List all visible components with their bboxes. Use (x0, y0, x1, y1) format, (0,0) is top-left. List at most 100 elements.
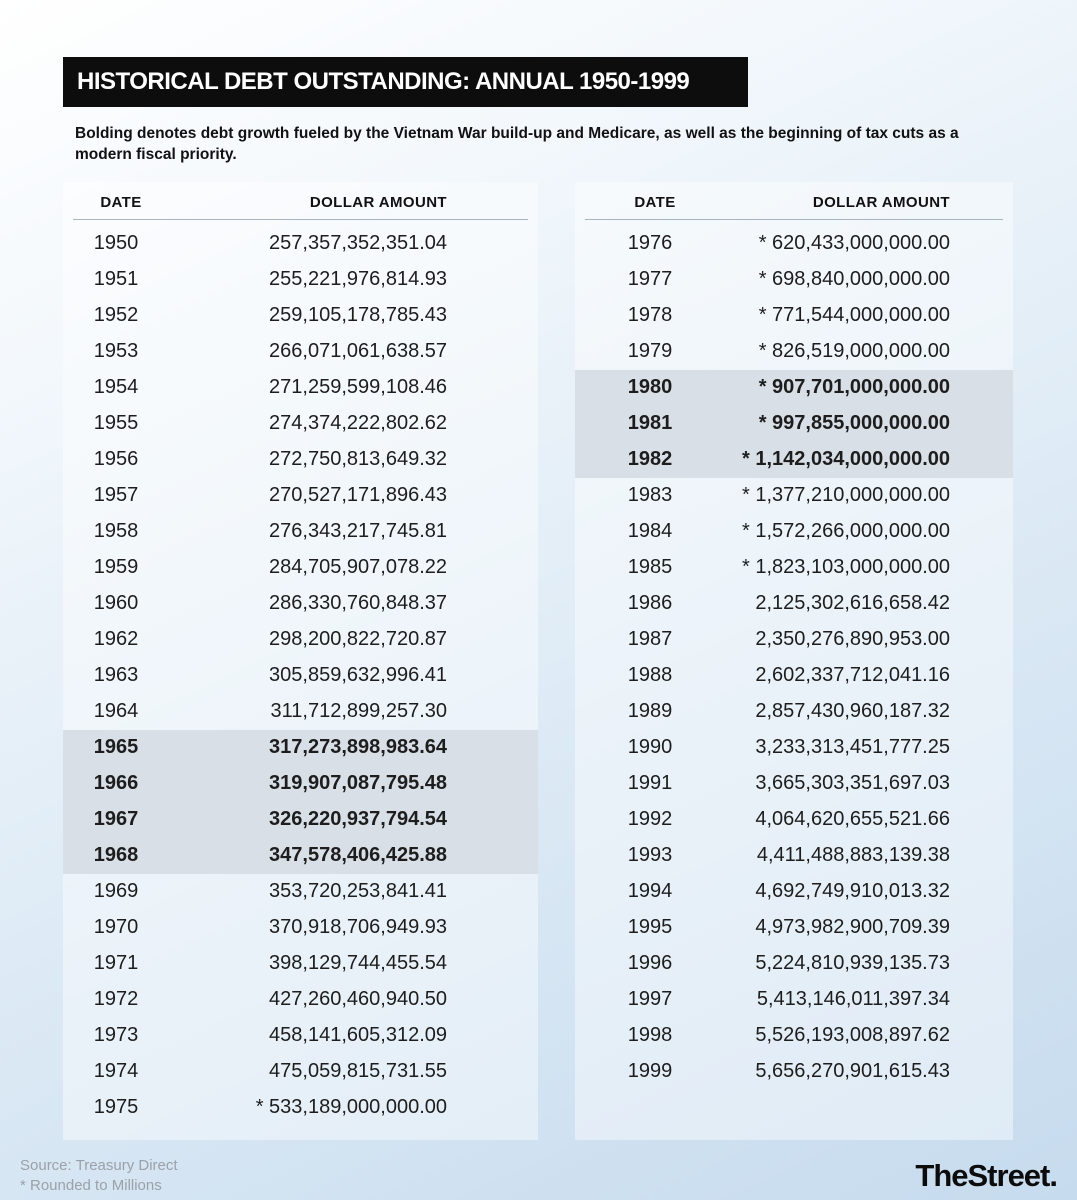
year-cell: 1955 (93, 412, 139, 435)
amount-cell: 475,059,815,731.55 (269, 1060, 447, 1083)
table-row: 1977 * 698,840,000,000.00 (575, 262, 1013, 298)
year-cell: 1950 (93, 232, 139, 255)
amount-cell: * 1,377,210,000,000.00 (742, 484, 950, 507)
year-cell: 1992 (627, 808, 673, 831)
table-row: 1971 398,129,744,455.54 (63, 946, 538, 982)
amount-cell: 5,526,193,008,897.62 (755, 1024, 950, 1047)
table-row: 1964 311,712,899,257.30 (63, 694, 538, 730)
amount-cell: 4,064,620,655,521.66 (755, 808, 950, 831)
year-cell: 1953 (93, 340, 139, 363)
table-row: 1973 458,141,605,312.09 (63, 1018, 538, 1054)
source-line: Source: Treasury Direct (20, 1156, 178, 1174)
amount-cell: 2,125,302,616,658.42 (755, 592, 950, 615)
amount-cell: 257,357,352,351.04 (269, 232, 447, 255)
table-row: 1968 347,578,406,425.88 (63, 837, 538, 874)
table-row: 1957 270,527,171,896.43 (63, 478, 538, 514)
table-row: 1952 259,105,178,785.43 (63, 298, 538, 334)
year-cell: 1952 (93, 304, 139, 327)
amount-cell: 311,712,899,257.30 (270, 700, 447, 723)
year-cell: 1963 (93, 664, 139, 687)
year-cell: 1954 (93, 376, 139, 399)
amount-cell: 4,411,488,883,139.38 (756, 844, 950, 867)
table-row: 1963 305,859,632,996.41 (63, 658, 538, 694)
amount-cell: 2,602,337,712,041.16 (755, 664, 950, 687)
table-row: 1958 276,343,217,745.81 (63, 514, 538, 550)
year-cell: 1994 (627, 880, 673, 903)
footnote-rounded: * Rounded to Millions (20, 1177, 162, 1194)
title-bar: HISTORICAL DEBT OUTSTANDING: ANNUAL 1950… (63, 57, 749, 107)
year-cell: 1970 (93, 916, 139, 939)
year-cell: 1973 (93, 1024, 139, 1047)
amount-cell: 298,200,822,720.87 (269, 628, 447, 651)
table-row: 1953 266,071,061,638.57 (63, 334, 538, 370)
amount-cell: 271,259,599,108.46 (269, 376, 447, 399)
year-cell: 1988 (627, 664, 673, 687)
amount-cell: * 1,572,266,000,000.00 (742, 520, 950, 543)
year-cell: 1964 (93, 700, 139, 723)
year-cell: 1982 (627, 448, 673, 471)
year-cell: 1966 (93, 772, 139, 795)
table-row: 1951 255,221,976,814.93 (63, 262, 538, 298)
amount-cell: 286,330,760,848.37 (269, 592, 447, 615)
amount-cell: 272,750,813,649.32 (269, 448, 447, 471)
year-cell: 1971 (93, 952, 139, 975)
year-cell: 1985 (627, 556, 673, 579)
table-row: 1955 274,374,222,802.62 (63, 406, 538, 442)
amount-cell: 266,071,061,638.57 (269, 340, 447, 363)
year-cell: 1984 (627, 520, 673, 543)
amount-cell: 5,413,146,011,397.34 (756, 988, 950, 1011)
amount-cell: * 826,519,000,000.00 (758, 340, 950, 363)
table-body-right: 1976 * 620,433,000,000.00 1977 * 698,840,00… (575, 220, 1013, 1090)
table-row: 1954 271,259,599,108.46 (63, 370, 538, 406)
year-cell: 1990 (627, 736, 673, 759)
year-cell: 1951 (93, 268, 139, 291)
column-header-dollar-amount: DOLLAR AMOUNT (812, 193, 950, 211)
table-body-left: 1950 257,357,352,351.04 1951 255,221,976,81… (63, 220, 538, 1126)
table-row: 1997 5,413,146,011,397.34 (575, 982, 1013, 1018)
amount-cell: 326,220,937,794.54 (269, 808, 447, 831)
year-cell: 1967 (93, 808, 139, 831)
year-cell: 1975 (93, 1096, 139, 1119)
amount-cell: * 1,142,034,000,000.00 (742, 448, 950, 471)
year-cell: 1980 (627, 376, 673, 399)
amount-cell: 270,527,171,896.43 (269, 484, 447, 507)
amount-cell: * 698,840,000,000.00 (758, 268, 950, 291)
table-row: 1996 5,224,810,939,135.73 (575, 946, 1013, 982)
year-cell: 1972 (93, 988, 139, 1011)
amount-cell: 5,224,810,939,135.73 (755, 952, 950, 975)
amount-cell: 370,918,706,949.93 (269, 916, 447, 939)
table-header-right: DATE DOLLAR AMOUNT (585, 182, 1003, 220)
table-1976-1999: DATE DOLLAR AMOUNT 1976 * 620,433,000,000… (575, 181, 1013, 1140)
table-row: 1988 2,602,337,712,041.16 (575, 658, 1013, 694)
amount-cell: 458,141,605,312.09 (269, 1024, 447, 1047)
amount-cell: 398,129,744,455.54 (269, 952, 447, 975)
amount-cell: 2,857,430,960,187.32 (755, 700, 950, 723)
year-cell: 1956 (93, 448, 139, 471)
year-cell: 1989 (627, 700, 673, 723)
table-row: 1985 * 1,823,103,000,000.00 (575, 550, 1013, 586)
amount-cell: 3,233,313,451,777.25 (755, 736, 950, 759)
amount-cell: 427,260,460,940.50 (269, 988, 447, 1011)
amount-cell: 347,578,406,425.88 (269, 844, 447, 867)
year-cell: 1995 (627, 916, 673, 939)
table-row: 1999 5,656,270,901,615.43 (575, 1054, 1013, 1090)
table-1950-1975: DATE DOLLAR AMOUNT 1950 257,357,352,351.0… (63, 181, 538, 1140)
amount-cell: * 771,544,000,000.00 (758, 304, 950, 327)
amount-cell: 353,720,253,841.41 (269, 880, 447, 903)
year-cell: 1965 (93, 736, 139, 759)
year-cell: 1974 (93, 1060, 139, 1083)
table-row: 1990 3,233,313,451,777.25 (575, 730, 1013, 766)
year-cell: 1998 (627, 1024, 673, 1047)
amount-cell: * 533,189,000,000.00 (255, 1096, 447, 1119)
column-header-date: DATE (100, 193, 142, 211)
column-header-dollar-amount: DOLLAR AMOUNT (309, 193, 447, 211)
table-row: 1984 * 1,572,266,000,000.00 (575, 514, 1013, 550)
table-row: 1978 * 771,544,000,000.00 (575, 298, 1013, 334)
tables-container: DATE DOLLAR AMOUNT 1950 257,357,352,351.0… (63, 181, 1013, 1140)
column-header-date: DATE (634, 193, 676, 211)
table-row: 1960 286,330,760,848.37 (63, 586, 538, 622)
amount-cell: 3,665,303,351,697.03 (755, 772, 950, 795)
amount-cell: 5,656,270,901,615.43 (755, 1060, 950, 1083)
amount-cell: 305,859,632,996.41 (269, 664, 447, 687)
